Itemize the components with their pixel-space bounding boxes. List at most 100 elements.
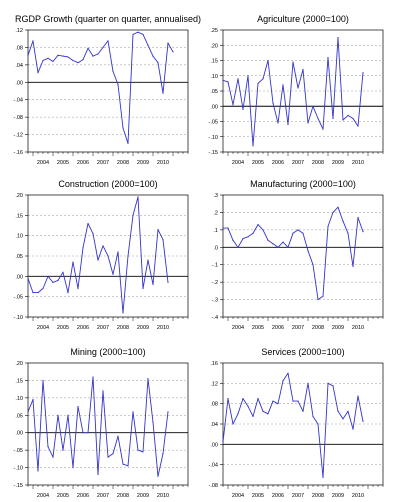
y-tick-label: -.15 <box>14 483 23 489</box>
data-point <box>307 250 309 252</box>
data-point <box>237 78 239 80</box>
data-point <box>347 114 349 116</box>
data-point <box>32 399 34 401</box>
data-point <box>262 410 264 412</box>
data-point <box>82 432 84 434</box>
y-tick-label: -.04 <box>209 463 218 469</box>
x-tick-label: 2007 <box>97 493 109 499</box>
y-tick-label: .2 <box>213 210 218 216</box>
x-tick-label: 2007 <box>292 325 304 331</box>
data-point <box>127 465 129 467</box>
data-point <box>47 446 49 448</box>
data-point <box>257 224 259 226</box>
y-tick-label: -.05 <box>14 295 23 301</box>
data-point <box>27 411 29 413</box>
data-point <box>252 415 254 417</box>
data-point <box>307 382 309 384</box>
data-point <box>137 31 139 33</box>
y-tick-label: .00 <box>15 274 23 280</box>
x-tick-label: 2005 <box>252 160 264 166</box>
y-tick-label: -.3 <box>212 298 218 304</box>
y-tick-label: .04 <box>15 63 23 69</box>
y-tick-label: .12 <box>210 381 218 387</box>
data-point <box>222 227 224 229</box>
data-point <box>152 55 154 57</box>
y-tick-label: .15 <box>15 213 23 219</box>
y-tick-label: -.10 <box>14 466 23 472</box>
data-point <box>227 227 229 229</box>
data-point <box>312 264 314 266</box>
data-point <box>327 225 329 227</box>
data-point <box>347 232 349 234</box>
y-tick-label: -.10 <box>14 315 23 321</box>
data-point <box>97 259 99 261</box>
data-point <box>342 119 344 121</box>
data-point <box>162 453 164 455</box>
data-point <box>62 55 64 57</box>
data-point <box>87 47 89 49</box>
y-tick-label: .00 <box>15 431 23 437</box>
data-point <box>262 229 264 231</box>
y-tick-label: .25 <box>210 28 218 34</box>
data-point <box>297 87 299 89</box>
data-point <box>267 239 269 241</box>
y-tick-label: -.08 <box>209 483 218 489</box>
data-point <box>52 60 54 62</box>
data-point <box>82 59 84 61</box>
data-point <box>247 405 249 407</box>
y-tick-label: .1 <box>213 228 218 234</box>
data-point <box>302 232 304 234</box>
y-tick-label: -.04 <box>14 98 23 104</box>
y-tick-label: -.08 <box>14 115 23 121</box>
data-point <box>142 33 144 35</box>
data-point <box>42 287 44 290</box>
data-point <box>62 449 64 451</box>
x-tick-label: 2006 <box>77 493 89 499</box>
x-tick-label: 2007 <box>292 160 304 166</box>
x-tick-label: 2008 <box>312 493 324 499</box>
data-point <box>112 453 114 455</box>
data-point <box>27 54 29 56</box>
x-tick-label: 2008 <box>117 325 129 331</box>
data-point <box>77 405 79 408</box>
data-point <box>227 397 229 400</box>
data-point <box>152 421 154 423</box>
x-tick-label: 2006 <box>77 325 89 331</box>
data-point <box>47 57 49 59</box>
data-point <box>322 295 324 297</box>
data-point <box>312 105 314 107</box>
data-point <box>242 237 244 240</box>
series-line <box>223 206 364 301</box>
data-point <box>142 287 144 290</box>
y-tick-label: .16 <box>210 361 218 367</box>
data-point <box>362 231 364 233</box>
x-tick-label: 2008 <box>312 160 324 166</box>
chart-panel-2: Agriculture (2000=100) .25 .20 .15 .10 .05 .00… <box>209 14 384 166</box>
data-point <box>332 211 334 214</box>
data-point <box>317 117 319 120</box>
data-point <box>287 123 289 126</box>
data-point <box>147 259 149 261</box>
data-point <box>247 75 249 77</box>
data-point <box>92 233 94 235</box>
x-tick-label: 2009 <box>332 493 344 499</box>
data-point <box>337 206 339 208</box>
data-point <box>342 220 344 222</box>
data-point <box>42 59 44 62</box>
data-point <box>47 275 49 277</box>
data-point <box>67 414 69 416</box>
data-point <box>262 78 264 80</box>
data-point <box>152 283 154 286</box>
data-point <box>302 69 304 71</box>
data-point <box>132 33 134 35</box>
data-point <box>72 59 74 62</box>
data-point <box>232 104 234 106</box>
data-point <box>157 62 159 64</box>
data-point <box>337 37 339 39</box>
x-tick-label: 2005 <box>57 160 69 166</box>
data-point <box>292 232 294 234</box>
y-tick-label: -.05 <box>14 448 23 454</box>
data-point <box>162 92 164 94</box>
y-tick-label: .10 <box>15 234 23 240</box>
chart-panel-3: Construction (2000=100) .20 .15 .10 .05 .00 -.… <box>14 179 189 331</box>
